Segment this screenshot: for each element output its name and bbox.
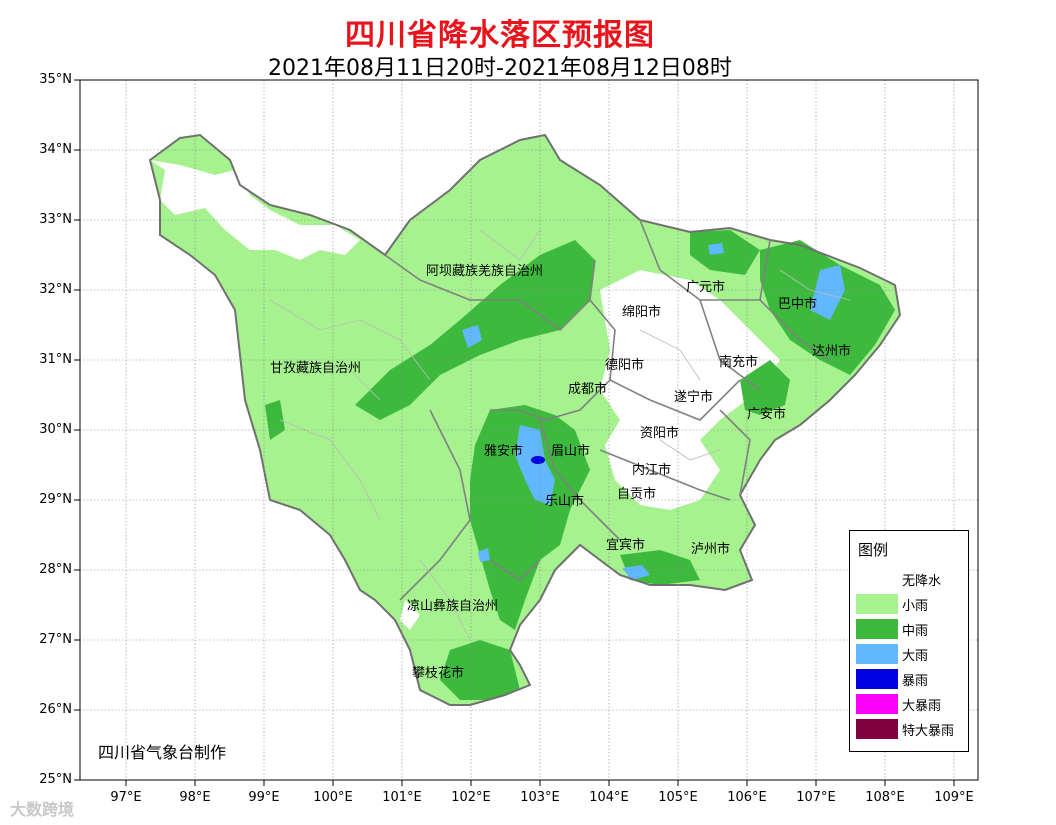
legend-label: 无降水 <box>902 574 942 589</box>
moderate-rain-region <box>690 230 760 275</box>
legend-item: 大暴雨 <box>856 694 966 714</box>
legend-swatch-none <box>856 569 898 589</box>
legend-label: 特大暴雨 <box>902 724 955 739</box>
city-label-luzhou: 泸州市 <box>691 542 731 557</box>
legend-label: 中雨 <box>902 624 929 639</box>
legend-swatch-heavy-rainstorm <box>856 694 898 714</box>
city-label-deyang: 德阳市 <box>605 358 645 373</box>
lat-tick-label: 26°N <box>39 702 72 717</box>
city-label-nanchong: 南充市 <box>719 355 759 370</box>
lat-tick-label: 33°N <box>39 212 72 227</box>
watermark: 大数跨境 <box>10 800 75 819</box>
lon-tick-label: 101°E <box>382 790 422 805</box>
lat-tick-label: 35°N <box>39 72 72 87</box>
no-rain-region <box>150 160 360 260</box>
legend-label: 大雨 <box>902 649 929 664</box>
no-rain-region <box>600 270 780 510</box>
graticule <box>80 80 978 780</box>
city-label-yibin: 宜宾市 <box>606 538 646 553</box>
legend-title: 图例 <box>858 541 889 559</box>
city-label-dazhou: 达州市 <box>812 344 852 359</box>
lat-tick-label: 28°N <box>39 562 72 577</box>
lon-tick-label: 105°E <box>658 790 698 805</box>
city-label-guangan: 广安市 <box>747 407 787 422</box>
legend-item: 暴雨 <box>856 669 966 689</box>
heavy-rain-region <box>462 325 482 348</box>
axis-ticks <box>74 79 955 786</box>
city-label-yaan: 雅安市 <box>484 444 524 459</box>
agency-credit: 四川省气象台制作 <box>98 743 227 762</box>
legend-swatch-moderate-rain <box>856 619 898 639</box>
lat-tick-label: 34°N <box>39 142 72 157</box>
legend-swatch-rainstorm <box>856 669 898 689</box>
lat-tick-label: 32°N <box>39 282 72 297</box>
region-label-ganzi: 甘孜藏族自治州 <box>270 361 362 376</box>
lon-tick-label: 99°E <box>248 790 280 805</box>
legend-label: 暴雨 <box>902 674 929 689</box>
map-subtitle: 2021年08月11日20时-2021年08月12日08时 <box>268 56 732 81</box>
legend-item: 中雨 <box>856 619 966 639</box>
legend-item: 小雨 <box>856 594 966 614</box>
heavy-rain-region <box>478 548 490 562</box>
legend-item: 无降水 <box>856 569 966 589</box>
city-label-leshan: 乐山市 <box>545 494 585 509</box>
lon-tick-label: 100°E <box>313 790 353 805</box>
lat-tick-label: 25°N <box>39 772 72 787</box>
heavy-rain-region <box>708 243 724 255</box>
lat-tick-label: 27°N <box>39 632 72 647</box>
moderate-rain-region <box>470 405 590 630</box>
city-label-ziyang: 资阳市 <box>640 426 680 441</box>
city-label-zigong: 自贡市 <box>617 487 657 502</box>
legend-swatch-heavy-rain <box>856 644 898 664</box>
legend-label: 大暴雨 <box>902 699 942 714</box>
map-title: 四川省降水落区预报图 <box>345 18 655 53</box>
lat-tick-label: 29°N <box>39 492 72 507</box>
map-frame <box>79 79 979 781</box>
city-label-bazhong: 巴中市 <box>778 297 818 312</box>
lon-tick-label: 104°E <box>589 790 629 805</box>
legend-label: 小雨 <box>902 599 929 614</box>
heavy-rain-region <box>622 565 650 580</box>
city-label-guangyuan: 广元市 <box>686 280 726 295</box>
lon-tick-label: 108°E <box>865 790 905 805</box>
lon-tick-label: 97°E <box>110 790 142 805</box>
lon-tick-label: 103°E <box>520 790 560 805</box>
lon-tick-label: 109°E <box>934 790 974 805</box>
city-borders <box>384 219 831 601</box>
no-rain-region <box>400 600 420 630</box>
region-label-aba: 阿坝藏族羌族自治州 <box>426 264 544 279</box>
rainstorm-region <box>531 456 545 464</box>
legend-swatch-light-rain <box>856 594 898 614</box>
province-border <box>148 133 902 706</box>
region-label-liangshan: 凉山彝族自治州 <box>407 599 499 614</box>
city-label-chengdu: 成都市 <box>568 382 608 397</box>
legend-item: 特大暴雨 <box>856 719 966 739</box>
heavy-rain-region <box>810 265 845 320</box>
legend: 图例 无降水 小雨 中雨 大雨 暴雨 大暴雨 特大暴雨 <box>849 530 969 752</box>
lon-tick-label: 102°E <box>451 790 491 805</box>
moderate-rain-region <box>740 360 790 415</box>
city-label-neijiang: 内江市 <box>632 463 672 478</box>
heavy-rain-region <box>515 425 555 505</box>
moderate-rain-region <box>440 640 520 700</box>
legend-item: 大雨 <box>856 644 966 664</box>
lon-tick-label: 106°E <box>727 790 767 805</box>
lon-tick-label: 98°E <box>179 790 211 805</box>
lat-tick-label: 30°N <box>39 422 72 437</box>
city-label-mianyang: 绵阳市 <box>622 305 662 320</box>
lat-tick-label: 31°N <box>39 352 72 367</box>
city-label-panzhihua: 攀枝花市 <box>412 666 465 681</box>
city-label-suining: 遂宁市 <box>674 390 714 405</box>
county-borders <box>269 229 851 641</box>
legend-swatch-extreme-rainstorm <box>856 719 898 739</box>
lon-tick-label: 107°E <box>796 790 836 805</box>
city-label-meishan: 眉山市 <box>551 444 591 459</box>
